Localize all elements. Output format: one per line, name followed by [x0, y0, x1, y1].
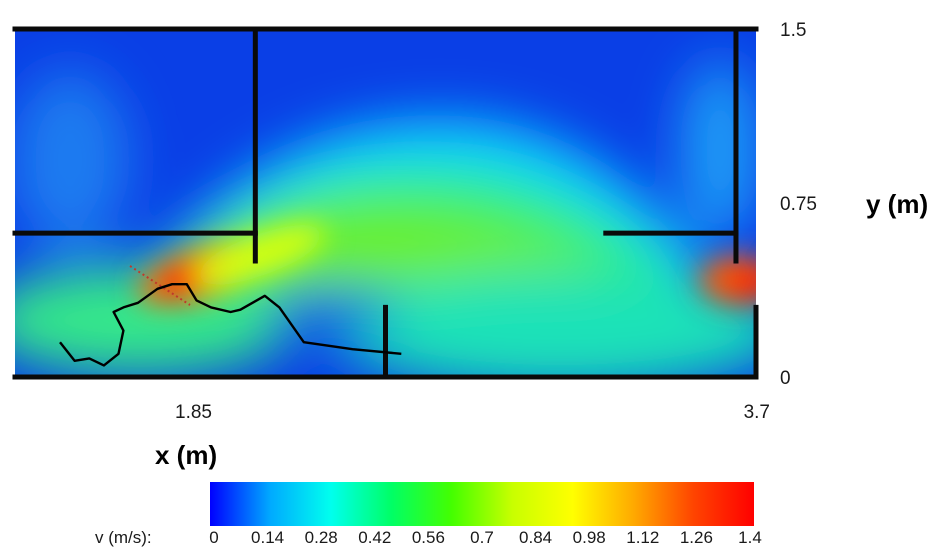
colorbar-tick-label: 0.84 — [519, 528, 552, 547]
colorbar-tick-label: 0.42 — [358, 528, 391, 547]
x-tick-label: 1.85 — [175, 402, 212, 423]
colorbar-label: v (m/s): — [95, 528, 152, 547]
y-tick-label: 0.75 — [780, 194, 817, 215]
obstacle-walls — [12, 26, 759, 380]
y-axis-ticks: 0 0.75 1.5 — [780, 20, 817, 389]
colorbar-tick-label: 1.26 — [680, 528, 713, 547]
yellow-band — [193, 224, 327, 286]
lower-flow — [15, 265, 300, 375]
colorbar-tick-label: 0.28 — [305, 528, 338, 547]
low-speed-pocket — [260, 288, 400, 332]
velocity-field — [15, 29, 756, 377]
colorbar-tick-label: 0 — [209, 528, 218, 547]
colorbar-tick-label: 0.98 — [573, 528, 606, 547]
colorbar-tick-label: 1.4 — [738, 528, 762, 547]
upper-left-glow — [15, 70, 130, 250]
colorbar-tick-label: 0.56 — [412, 528, 445, 547]
y-tick-label: 1.5 — [780, 20, 806, 41]
x-axis-ticks: 1.85 3.7 — [175, 402, 770, 423]
inlet-boundary-dotted-line — [129, 265, 191, 306]
x-axis-title: x (m) — [155, 440, 217, 470]
colorbar-tick-label: 0.14 — [251, 528, 284, 547]
colorbar-tick-label: 0.7 — [470, 528, 494, 547]
upper-right-glow — [680, 60, 756, 240]
colorbar-tick-label: 1.12 — [626, 528, 659, 547]
colorbar — [210, 482, 754, 526]
y-axis-title: y (m) — [866, 189, 928, 219]
particle-trajectory — [59, 283, 402, 367]
y-tick-label: 0 — [780, 368, 791, 389]
jet-core-right — [730, 266, 756, 298]
lower-right-flow — [330, 270, 756, 377]
x-tick-label: 3.7 — [744, 402, 770, 423]
colorbar-ticks: 0 0.14 0.28 0.42 0.56 0.7 0.84 0.98 1.12 1.26 1.4 — [209, 528, 762, 547]
